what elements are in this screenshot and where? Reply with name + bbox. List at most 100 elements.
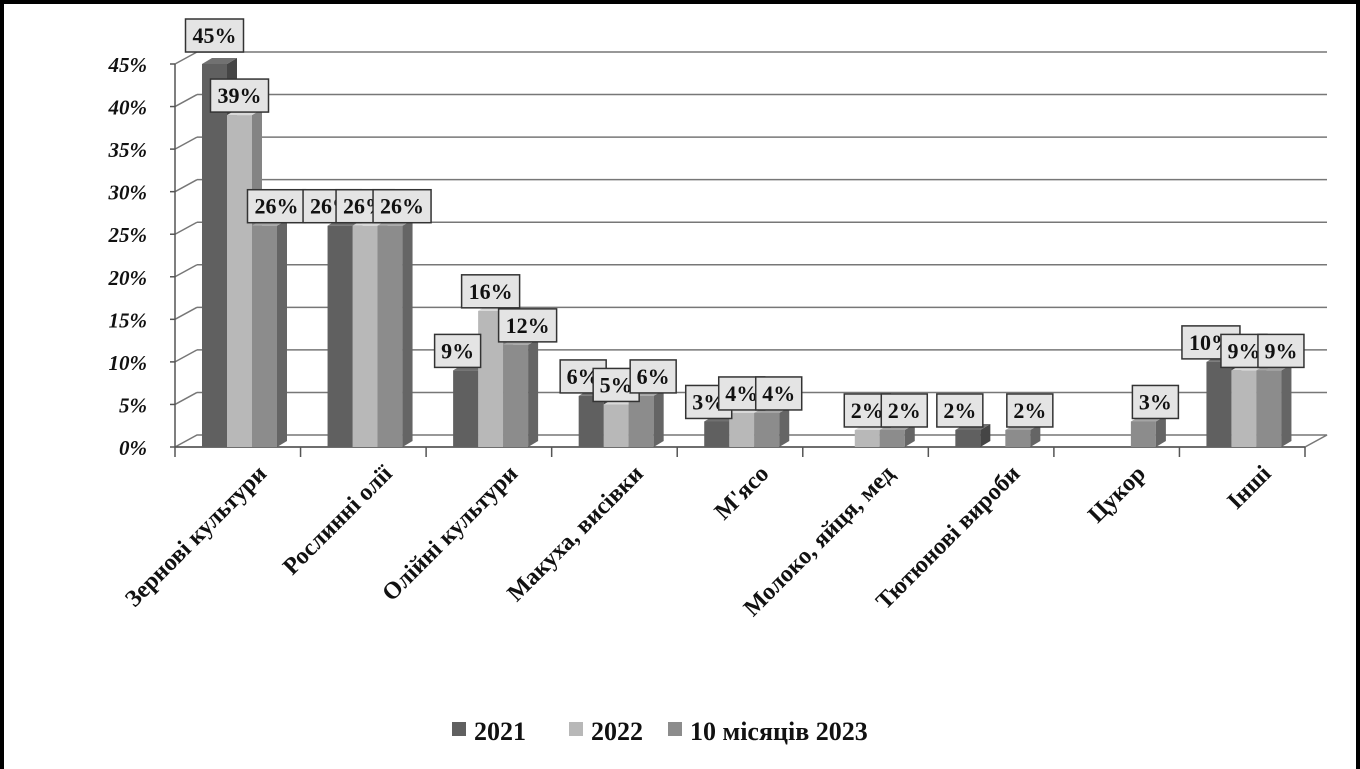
bar-side	[1155, 415, 1166, 447]
data-label-text: 9%	[1264, 338, 1297, 363]
gridline-side	[174, 391, 198, 406]
data-label: 26%	[372, 188, 432, 224]
data-label-text: 6%	[637, 364, 670, 389]
legend-swatch	[569, 722, 583, 736]
y-tick-label: 10%	[109, 351, 148, 375]
legend-item: 2022	[569, 717, 643, 746]
data-label: 12%	[497, 308, 558, 343]
data-label-text: 16%	[469, 279, 513, 304]
data-label-box	[936, 393, 984, 428]
data-label: 16%	[460, 274, 521, 309]
y-tick-label: 40%	[108, 96, 148, 120]
data-label-text: 26%	[255, 194, 299, 219]
category-label: М'ясо	[710, 461, 774, 525]
data-label-box	[1006, 393, 1054, 428]
bar-front	[704, 421, 730, 447]
bar-side	[1030, 423, 1041, 447]
data-label: 2%	[936, 393, 984, 428]
bar-front	[1130, 421, 1156, 447]
bar-front	[1231, 370, 1257, 447]
bar-side	[277, 219, 287, 447]
data-label-text: 2%	[1013, 398, 1046, 423]
bar-side	[653, 389, 664, 447]
bar-front	[729, 412, 755, 447]
data-label: 26%	[246, 188, 307, 224]
data-label: 3%	[1131, 384, 1180, 420]
legend-swatch	[452, 722, 466, 736]
bar-front	[327, 225, 353, 447]
data-label-text: 9%	[441, 338, 474, 363]
gridline-side	[174, 306, 198, 320]
legend-item: 10 місяців 2023	[668, 717, 868, 746]
y-tick-label: 15%	[109, 308, 148, 332]
category-label: Зернові культури	[120, 461, 272, 613]
data-label-box	[433, 333, 482, 369]
bar	[252, 219, 287, 447]
data-label: 2%	[1006, 393, 1054, 428]
bar-front	[1005, 429, 1031, 447]
data-label-text: 12%	[506, 313, 550, 338]
legend-item: 2021	[452, 717, 526, 746]
bar-side	[904, 423, 915, 447]
bar-top	[202, 58, 237, 64]
data-label-box	[1257, 333, 1305, 369]
y-tick-label: 20%	[108, 266, 148, 290]
y-tick-label: 25%	[108, 223, 148, 247]
bar-front	[227, 115, 252, 448]
bar-side	[528, 338, 539, 447]
data-label-text: 4%	[762, 381, 795, 406]
data-label-box	[460, 274, 521, 309]
data-label-box	[209, 78, 270, 113]
data-label-box	[372, 188, 432, 224]
y-tick-label: 5%	[119, 393, 147, 417]
data-label-box	[754, 376, 803, 411]
data-label-text: 2%	[851, 398, 884, 423]
bar	[1256, 364, 1292, 447]
bar-front	[1206, 361, 1232, 447]
gridline-side	[174, 136, 198, 150]
bar-side	[779, 406, 790, 447]
bar-front	[754, 412, 780, 447]
bar	[1130, 415, 1166, 447]
bar-side	[980, 423, 991, 447]
data-label: 9%	[433, 333, 482, 369]
bars-layer	[202, 58, 1292, 448]
data-label-text: 5%	[600, 372, 633, 397]
category-label: Олійні культури	[378, 461, 524, 607]
bar-front	[854, 429, 880, 447]
data-label-box	[1131, 384, 1180, 420]
bar-front	[879, 429, 905, 447]
legend: 2021 2022 10 місяців 2023	[452, 717, 868, 746]
y-tick-label: 45%	[108, 53, 148, 77]
data-label-text: 26%	[380, 194, 424, 219]
gridline-side	[174, 51, 198, 65]
data-label: 9%	[1257, 333, 1305, 369]
bar-front	[252, 225, 277, 447]
bar-side	[1281, 364, 1292, 447]
bar	[377, 219, 413, 447]
data-label: 4%	[754, 376, 803, 411]
legend-swatch	[668, 722, 682, 736]
legend-label: 10 місяців 2023	[690, 717, 868, 746]
gridline-side	[174, 264, 198, 278]
bar-front	[202, 64, 227, 447]
data-label: 39%	[209, 78, 270, 113]
category-label: Макуха, висівки	[503, 461, 649, 607]
bar-front	[603, 404, 629, 447]
data-label-text: 45%	[193, 23, 237, 48]
bar-front	[628, 395, 654, 447]
data-label: 2%	[880, 393, 929, 428]
category-label: Рослинні олії	[278, 461, 398, 581]
gridline-side	[174, 93, 198, 108]
legend-label: 2021	[474, 717, 526, 746]
bar-side	[402, 219, 413, 447]
gridline-side	[174, 221, 198, 235]
data-label-text: 39%	[218, 83, 262, 108]
data-label-box	[629, 359, 677, 394]
gridline-side	[174, 349, 198, 363]
data-labels-layer: 45%39%26% 26%26%26%9%16%12%6% 5% 6%3% 4% 4%2%…	[184, 18, 1305, 428]
bar-front	[453, 370, 479, 447]
